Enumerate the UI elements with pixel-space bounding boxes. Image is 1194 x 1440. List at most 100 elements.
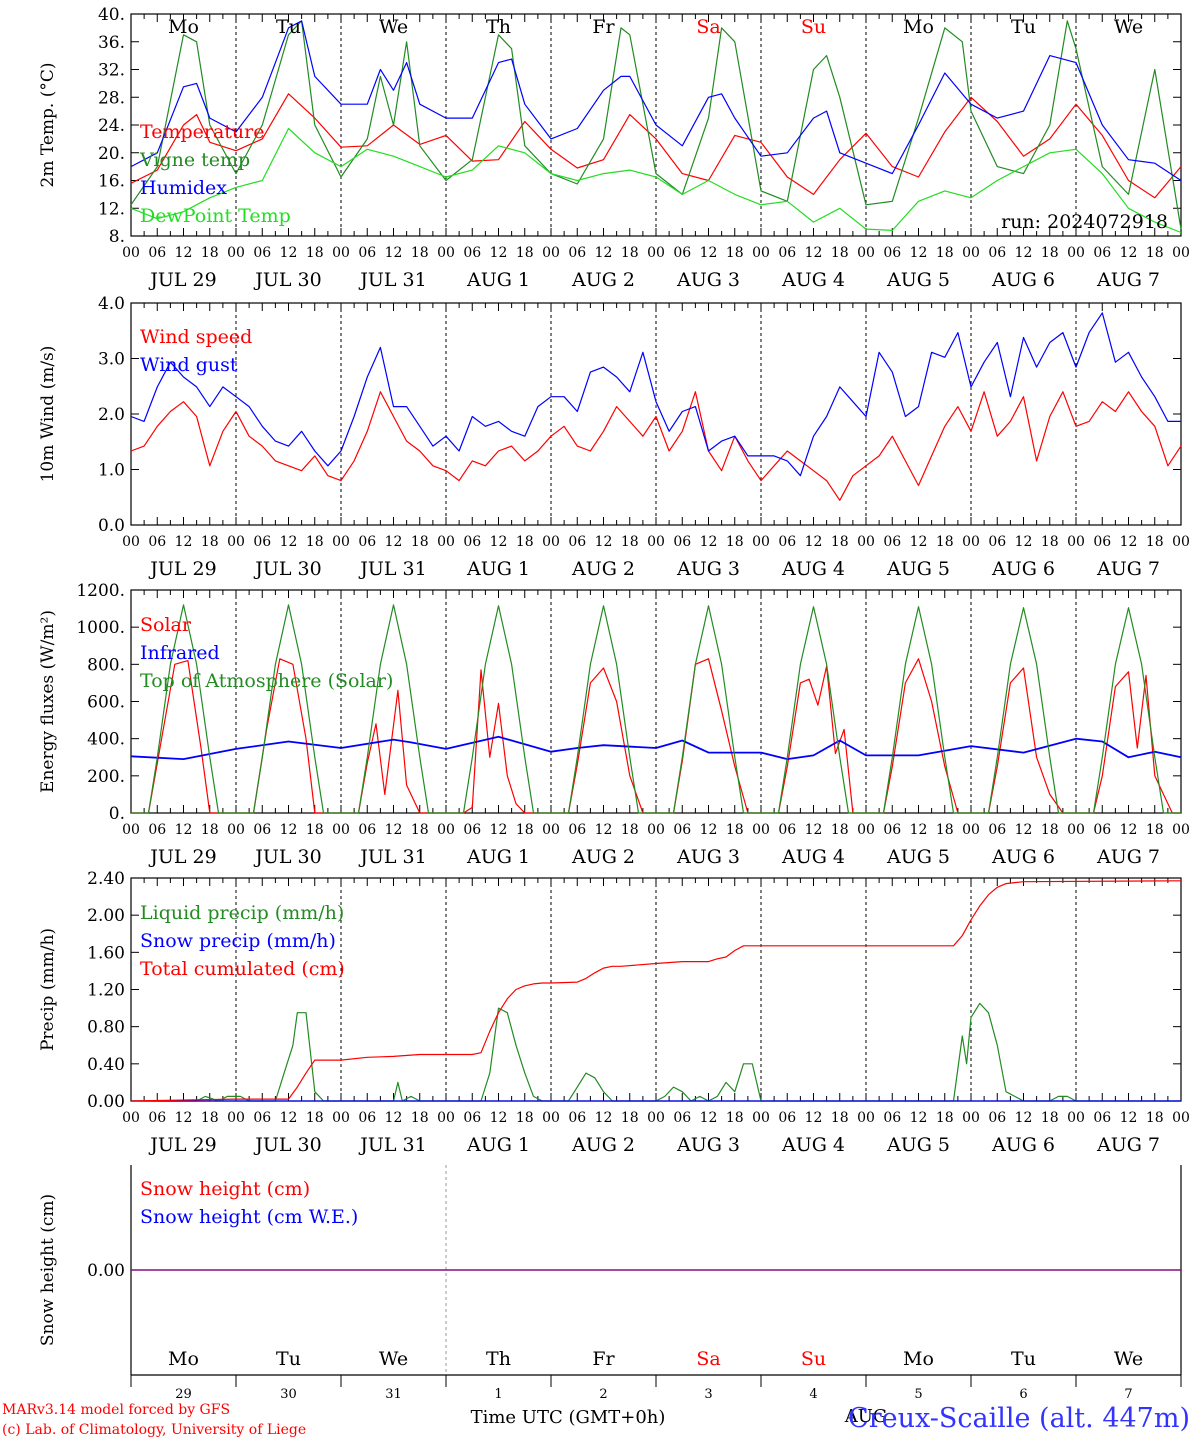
hour-label: 06 bbox=[463, 822, 481, 838]
hour-label: 06 bbox=[673, 822, 691, 838]
y-axis-title: Precip (mm/h) bbox=[38, 928, 58, 1051]
hour-label: 12 bbox=[805, 245, 823, 261]
y-tick-label: 40. bbox=[98, 5, 125, 25]
weekday-label: Tu bbox=[1011, 1348, 1036, 1370]
hour-label: 18 bbox=[201, 534, 219, 550]
hour-label: 18 bbox=[621, 822, 639, 838]
date-label: AUG 6 bbox=[991, 558, 1055, 580]
legend-entry: Wind speed bbox=[140, 326, 252, 348]
series-line bbox=[130, 20, 1182, 230]
day-number-label: 3 bbox=[704, 1387, 712, 1402]
hour-label: 06 bbox=[148, 245, 166, 261]
day-number-label: 6 bbox=[1019, 1387, 1027, 1402]
weekday-label: Su bbox=[801, 16, 826, 38]
hour-label: 12 bbox=[490, 822, 508, 838]
hour-label: 12 bbox=[1015, 245, 1033, 261]
date-label: JUL 31 bbox=[358, 269, 426, 291]
date-label: AUG 5 bbox=[886, 269, 950, 291]
hour-label: 06 bbox=[463, 1110, 481, 1126]
hour-label: 12 bbox=[175, 534, 193, 550]
time-axis-title: Time UTC (GMT+0h) bbox=[471, 1407, 666, 1428]
day-number-label: 7 bbox=[1124, 1387, 1132, 1402]
date-label: JUL 31 bbox=[358, 846, 426, 868]
legend-entry: Snow height (cm W.E.) bbox=[140, 1206, 358, 1228]
hour-label: 00 bbox=[542, 822, 560, 838]
hour-label: 00 bbox=[332, 245, 350, 261]
hour-label: 00 bbox=[752, 245, 770, 261]
date-label: JUL 29 bbox=[148, 1134, 216, 1156]
station-name: Creux-Scaille (alt. 447m) bbox=[848, 1403, 1190, 1434]
chart-panel-4: 0.00 0.40 0.80 1.20 1.60 2.00 2.40 Precip (mm/h… bbox=[38, 869, 1190, 1156]
day-number-label: 2 bbox=[599, 1387, 607, 1402]
y-axis-title: 2m Temp. (°C) bbox=[38, 62, 58, 187]
hour-label: 12 bbox=[700, 822, 718, 838]
hour-label: 18 bbox=[306, 534, 324, 550]
hour-label: 12 bbox=[805, 822, 823, 838]
hour-label: 00 bbox=[1172, 534, 1190, 550]
hour-label: 18 bbox=[831, 245, 849, 261]
date-label: AUG 2 bbox=[571, 846, 635, 868]
hour-label: 12 bbox=[175, 1110, 193, 1126]
y-tick-label: 1.0 bbox=[98, 461, 125, 481]
hour-label: 00 bbox=[857, 1110, 875, 1126]
legend-entry: Total cumulated (cm) bbox=[140, 958, 345, 980]
y-tick-label: 8. bbox=[109, 227, 125, 247]
hour-label: 06 bbox=[883, 822, 901, 838]
hour-label: 00 bbox=[332, 534, 350, 550]
hour-label: 06 bbox=[568, 534, 586, 550]
day-number-label: 31 bbox=[385, 1387, 402, 1402]
y-tick-label: 12. bbox=[98, 199, 125, 219]
hour-label: 18 bbox=[1146, 534, 1164, 550]
y-axis-title: Energy fluxes (W/m²) bbox=[38, 610, 58, 793]
date-label: AUG 3 bbox=[676, 269, 740, 291]
hour-label: 12 bbox=[1015, 534, 1033, 550]
hour-label: 06 bbox=[463, 534, 481, 550]
day-number-label: 1 bbox=[494, 1387, 502, 1402]
hour-label: 00 bbox=[122, 822, 140, 838]
hour-label: 18 bbox=[1041, 1110, 1059, 1126]
y-axis-title: 10m Wind (m/s) bbox=[38, 346, 58, 483]
date-label: AUG 7 bbox=[1096, 846, 1160, 868]
hour-label: 00 bbox=[752, 822, 770, 838]
hour-label: 18 bbox=[621, 245, 639, 261]
y-tick-label: 200. bbox=[87, 767, 125, 787]
hour-label: 18 bbox=[306, 822, 324, 838]
y-tick-label: 0.80 bbox=[87, 1018, 125, 1038]
hour-label: 00 bbox=[857, 245, 875, 261]
y-tick-label: 1.60 bbox=[87, 943, 125, 963]
hour-label: 06 bbox=[358, 245, 376, 261]
hour-label: 06 bbox=[568, 245, 586, 261]
hour-label: 12 bbox=[1015, 1110, 1033, 1126]
hour-label: 00 bbox=[647, 822, 665, 838]
date-label: JUL 30 bbox=[253, 558, 321, 580]
hour-label: 18 bbox=[831, 534, 849, 550]
hour-label: 12 bbox=[385, 534, 403, 550]
hour-label: 12 bbox=[385, 822, 403, 838]
hour-label: 18 bbox=[306, 245, 324, 261]
y-tick-label: 28. bbox=[98, 88, 125, 108]
hour-label: 00 bbox=[647, 245, 665, 261]
hour-label: 06 bbox=[883, 1110, 901, 1126]
chart-panel-3: 0. 200. 400. 600. 800. 1000. 1200. Energy fluxe… bbox=[38, 581, 1190, 868]
hour-label: 18 bbox=[1041, 245, 1059, 261]
hour-label: 12 bbox=[1120, 822, 1138, 838]
date-label: AUG 4 bbox=[781, 1134, 845, 1156]
date-label: AUG 4 bbox=[781, 269, 845, 291]
hour-label: 00 bbox=[332, 822, 350, 838]
hour-label: 12 bbox=[280, 822, 298, 838]
hour-label: 12 bbox=[280, 245, 298, 261]
weekday-label: Tu bbox=[276, 16, 301, 38]
y-tick-label: 20. bbox=[98, 144, 125, 164]
hour-label: 00 bbox=[962, 1110, 980, 1126]
hour-label: 00 bbox=[752, 1110, 770, 1126]
date-label: AUG 7 bbox=[1096, 558, 1160, 580]
hour-label: 00 bbox=[542, 245, 560, 261]
hour-label: 06 bbox=[883, 534, 901, 550]
date-label: JUL 31 bbox=[358, 1134, 426, 1156]
series-line bbox=[131, 1002, 1181, 1102]
hour-label: 12 bbox=[805, 534, 823, 550]
weekday-label: Su bbox=[801, 1348, 826, 1370]
hour-label: 00 bbox=[437, 1110, 455, 1126]
hour-label: 06 bbox=[988, 822, 1006, 838]
